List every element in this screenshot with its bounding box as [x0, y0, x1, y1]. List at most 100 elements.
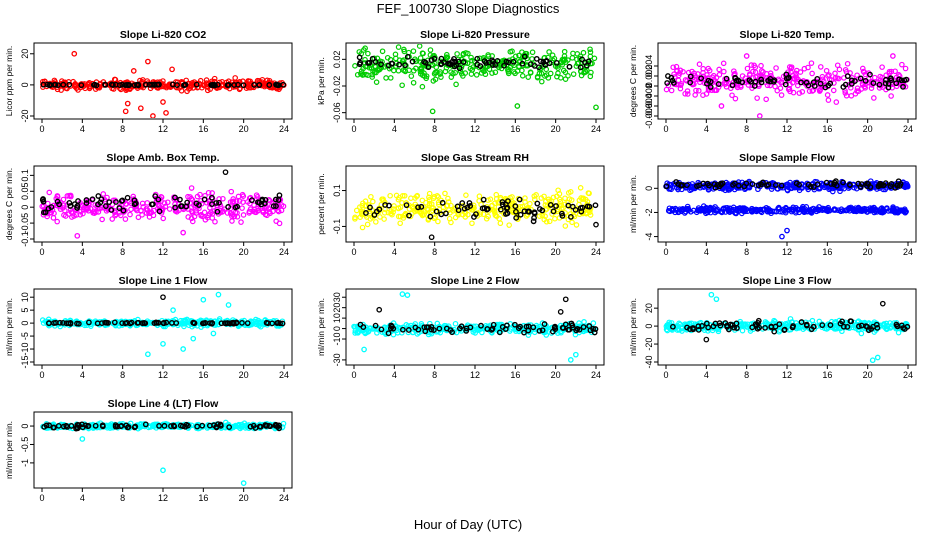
data-point — [262, 197, 269, 203]
points-group — [39, 169, 287, 239]
data-point — [587, 53, 594, 60]
data-point — [676, 206, 683, 212]
data-point — [735, 182, 742, 189]
data-point — [399, 82, 405, 89]
data-point — [446, 60, 453, 67]
data-point — [890, 207, 897, 214]
data-point — [258, 201, 265, 208]
data-point — [675, 181, 682, 187]
data-point — [174, 79, 181, 85]
data-point — [496, 329, 503, 336]
data-point — [89, 196, 96, 203]
data-point — [397, 220, 403, 227]
data-point — [519, 73, 526, 79]
data-point — [373, 79, 380, 85]
data-point — [721, 205, 727, 212]
data-point — [817, 80, 824, 87]
data-point-outlier — [743, 53, 750, 59]
data-point — [714, 182, 721, 188]
data-point — [128, 206, 134, 213]
data-point-outlier — [779, 233, 785, 240]
data-point — [788, 185, 795, 192]
data-point — [707, 204, 714, 211]
data-point — [160, 205, 166, 212]
data-point — [848, 92, 855, 99]
data-point — [471, 214, 477, 220]
data-point — [772, 323, 779, 330]
data-point — [855, 318, 862, 324]
data-point — [376, 206, 383, 213]
data-point — [901, 206, 908, 213]
data-point — [430, 195, 437, 202]
data-point — [871, 329, 878, 335]
data-point — [368, 193, 374, 200]
data-point — [205, 212, 211, 219]
data-point — [851, 208, 857, 214]
data-point — [184, 88, 190, 95]
data-point — [201, 82, 208, 89]
data-point — [572, 206, 579, 213]
panel-3: Slope Li-820 Temp.0 4 8 12 16 20 24-0.006-0.00… — [628, 29, 917, 134]
data-point — [785, 74, 792, 81]
data-point — [554, 193, 560, 200]
data-point — [790, 204, 796, 211]
data-point — [468, 54, 474, 61]
data-point — [847, 318, 854, 325]
x-tick-label: 4 — [704, 370, 709, 380]
data-point — [731, 68, 737, 74]
data-point — [420, 50, 426, 57]
data-point — [238, 219, 244, 225]
data-point — [135, 316, 141, 323]
data-point — [557, 198, 564, 205]
data-point — [824, 92, 831, 98]
data-point — [690, 325, 696, 331]
data-point — [665, 73, 671, 79]
data-point — [85, 80, 92, 87]
data-point — [859, 65, 866, 72]
y-tick-label: 0 — [332, 326, 342, 331]
data-point — [749, 324, 756, 331]
x-tick-label: 20 — [551, 370, 561, 380]
y-tick-label: 0.1 — [20, 169, 30, 182]
data-point — [788, 65, 794, 72]
data-point — [867, 206, 874, 213]
data-point — [194, 423, 201, 430]
data-point — [569, 55, 576, 61]
data-point — [880, 209, 887, 215]
data-point — [476, 193, 483, 200]
data-point — [453, 81, 459, 88]
data-point — [378, 61, 384, 68]
data-point — [574, 50, 581, 57]
y-tick-label: 0.05 — [20, 183, 30, 201]
x-tick-label: 12 — [470, 370, 480, 380]
data-point — [492, 69, 499, 76]
panel-title: Slope Line 4 (LT) Flow — [108, 398, 219, 410]
y-tick-label: -20 — [20, 109, 30, 122]
data-point — [382, 199, 388, 206]
data-point — [430, 205, 437, 211]
data-point — [786, 64, 793, 70]
panel-title: Slope Amb. Box Temp. — [106, 152, 219, 164]
data-point — [771, 317, 777, 324]
x-tick-label: 20 — [239, 124, 249, 134]
data-point — [531, 63, 538, 69]
data-point — [194, 193, 201, 200]
data-point — [526, 208, 533, 215]
data-point — [426, 190, 433, 197]
data-point — [710, 72, 717, 79]
data-point — [578, 208, 585, 215]
data-point — [758, 62, 764, 69]
data-point — [552, 326, 559, 333]
data-point — [710, 323, 717, 330]
x-tick-label: 0 — [351, 370, 356, 380]
data-point — [502, 326, 509, 332]
data-point — [810, 323, 817, 330]
data-point — [247, 423, 254, 430]
data-point — [555, 70, 561, 77]
data-point — [555, 187, 561, 194]
data-point — [587, 212, 594, 218]
data-point — [663, 183, 670, 190]
data-point — [262, 205, 268, 212]
data-point — [435, 194, 442, 200]
